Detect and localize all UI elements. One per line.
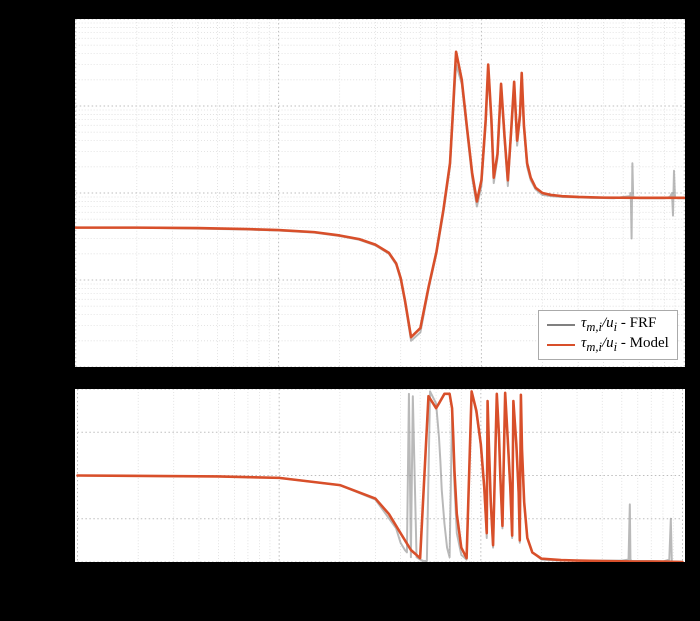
mag-ytick-label: 10¹ bbox=[24, 185, 68, 201]
mag-ytick-label: 10⁰ bbox=[24, 273, 68, 290]
model-phase-line bbox=[77, 391, 682, 562]
model-magnitude-line bbox=[76, 52, 685, 337]
legend: τm,i/ui - FRFτm,i/ui - Model bbox=[538, 310, 678, 360]
phase-panel bbox=[74, 388, 686, 563]
legend-label: τm,i/ui - FRF bbox=[581, 315, 656, 335]
mag-ytick-label: 10³ bbox=[24, 10, 68, 26]
phase-ytick-label: 180 bbox=[24, 380, 68, 396]
xtick-label: 10¹ bbox=[253, 567, 303, 583]
phase-plot bbox=[75, 389, 685, 562]
phase-ytick-label: 90 bbox=[24, 424, 68, 440]
legend-swatch bbox=[547, 324, 575, 326]
xlabel: Frequency [Hz] bbox=[280, 587, 480, 604]
phase-ytick-label: −90 bbox=[24, 511, 68, 527]
mag-ytick-label: 10² bbox=[24, 98, 68, 114]
bode-figure: Amplitude [N/V] Phase [deg] Frequency [H… bbox=[0, 0, 700, 621]
legend-label: τm,i/ui - Model bbox=[581, 335, 669, 355]
xtick-label: 10² bbox=[457, 567, 507, 583]
phase-ytick-label: 0 bbox=[24, 468, 68, 484]
xtick-label: 10³ bbox=[661, 567, 700, 583]
mag-ytick-label: 10−¹ bbox=[24, 360, 68, 376]
legend-entry: τm,i/ui - FRF bbox=[547, 315, 669, 335]
legend-entry: τm,i/ui - Model bbox=[547, 335, 669, 355]
xtick-label: 10⁰ bbox=[49, 567, 99, 584]
legend-swatch bbox=[547, 344, 575, 346]
